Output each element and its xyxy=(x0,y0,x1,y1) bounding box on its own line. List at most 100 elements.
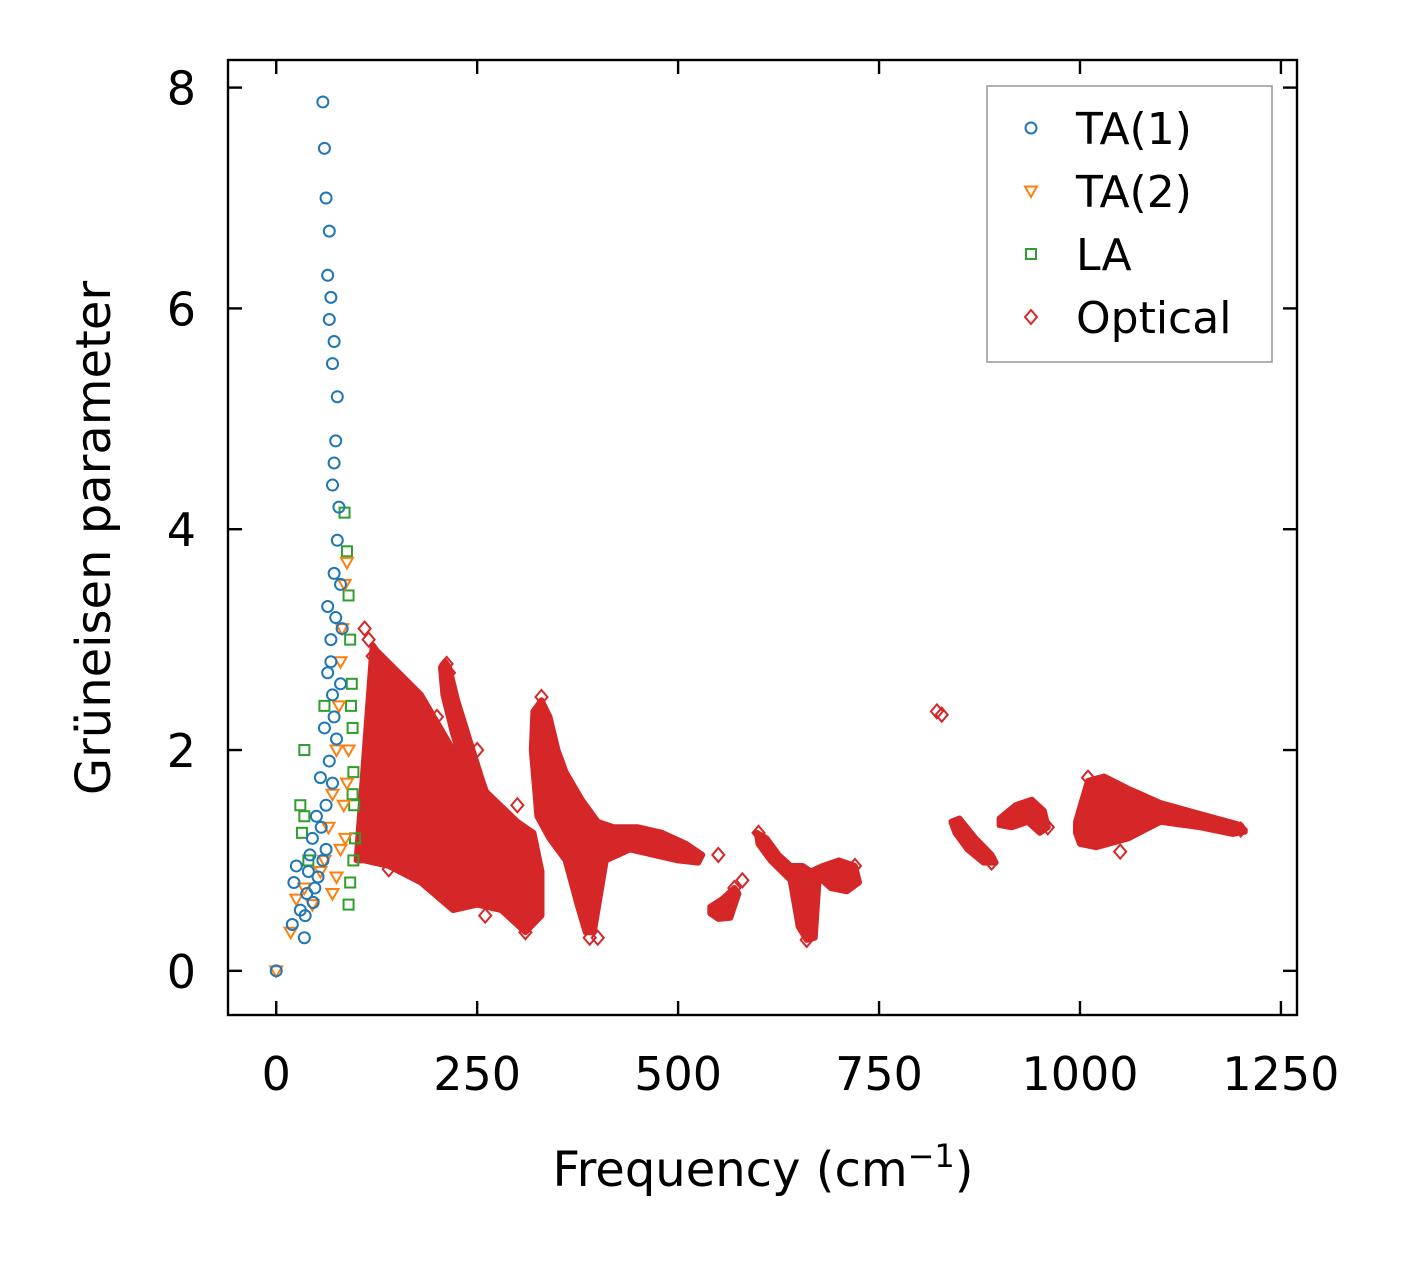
series-la xyxy=(294,506,361,911)
data-point xyxy=(328,744,345,759)
data-point xyxy=(1040,818,1056,836)
data-point xyxy=(325,357,339,371)
data-point xyxy=(306,895,320,909)
data-point xyxy=(330,390,344,404)
data-point xyxy=(365,647,380,665)
data-point xyxy=(429,862,445,881)
data-point xyxy=(285,917,299,931)
x-tick-label: 500 xyxy=(634,1047,722,1101)
axis-ticks-layer: 0 250 500 750 1000 1250 0 2 4 6 8 xyxy=(167,60,1339,1101)
data-point xyxy=(319,191,333,205)
data-point xyxy=(518,923,533,941)
x-tick-label: 0 xyxy=(262,1047,291,1101)
data-point xyxy=(317,721,331,735)
data-point xyxy=(303,848,317,862)
data-point xyxy=(269,964,283,978)
y-tick-label: 4 xyxy=(167,503,196,557)
data-point xyxy=(313,771,327,785)
data-point xyxy=(311,870,325,884)
optical-cluster-region xyxy=(353,642,545,936)
x-tick-label: 250 xyxy=(433,1047,521,1101)
data-point xyxy=(327,566,341,580)
data-point xyxy=(316,95,330,109)
data-point xyxy=(329,434,343,448)
data-point xyxy=(328,871,345,886)
data-point xyxy=(345,677,358,690)
data-point xyxy=(332,500,346,514)
x-axis-label: Frequency (cm−1) xyxy=(552,1137,973,1198)
y-tick-label: 0 xyxy=(167,945,196,999)
legend-marker xyxy=(1025,248,1037,260)
optical-regions-layer xyxy=(353,642,1248,943)
data-point xyxy=(342,898,355,911)
data-point xyxy=(1032,813,1048,831)
data-point xyxy=(361,631,376,649)
data-point xyxy=(348,799,361,812)
data-point xyxy=(1153,802,1168,820)
data-point xyxy=(329,611,343,625)
data-point xyxy=(317,141,331,155)
legend-entry: Optical xyxy=(1023,293,1231,344)
data-point xyxy=(330,533,344,547)
optical-cluster-region xyxy=(1073,773,1248,851)
data-point xyxy=(324,655,338,669)
legend-entry: LA xyxy=(1025,230,1132,281)
data-point xyxy=(332,843,349,858)
data-point xyxy=(322,754,336,768)
data-point xyxy=(325,688,339,702)
data-point xyxy=(710,846,726,864)
series-optical xyxy=(357,620,1249,949)
legend-marker xyxy=(1023,185,1039,200)
legend-marker xyxy=(1023,308,1039,326)
data-point xyxy=(318,699,331,712)
data-point xyxy=(321,666,335,680)
y-tick-label: 8 xyxy=(167,62,196,116)
data-point xyxy=(321,600,335,614)
legend-label: Optical xyxy=(1076,293,1231,344)
data-point xyxy=(348,832,361,845)
data-point xyxy=(288,893,305,908)
data-point xyxy=(344,699,357,712)
data-point xyxy=(320,821,337,836)
data-point xyxy=(324,788,341,803)
x-tick-label: 1000 xyxy=(1021,1047,1138,1101)
data-point xyxy=(952,818,967,836)
data-point xyxy=(831,868,847,886)
data-point xyxy=(314,820,328,834)
data-point xyxy=(1112,843,1128,861)
data-point xyxy=(389,675,405,693)
data-point xyxy=(340,545,353,558)
series-ta-2- xyxy=(268,556,357,979)
data-point xyxy=(294,799,307,812)
data-point xyxy=(282,926,299,941)
data-point xyxy=(298,909,312,923)
legend-label: TA(2) xyxy=(1075,167,1192,218)
x-tick-label: 750 xyxy=(835,1047,923,1101)
data-point xyxy=(309,809,323,823)
data-point xyxy=(429,708,445,726)
data-point xyxy=(322,312,336,326)
data-point xyxy=(439,655,454,673)
data-point xyxy=(510,796,525,814)
data-point xyxy=(346,721,359,734)
x-axis-label-main: Frequency (cm xyxy=(552,1142,907,1198)
data-point xyxy=(319,798,333,812)
series-ta-1- xyxy=(269,95,349,978)
data-point xyxy=(1233,820,1249,839)
data-point xyxy=(336,799,352,814)
data-point xyxy=(727,879,742,897)
optical-cluster-region xyxy=(707,885,742,922)
optical-cluster-region xyxy=(753,829,862,943)
data-point xyxy=(339,556,355,571)
data-point xyxy=(330,732,344,746)
x-axis-label-superscript: −1 xyxy=(908,1137,955,1175)
data-point xyxy=(331,700,347,714)
data-point xyxy=(340,744,357,759)
data-point xyxy=(308,881,322,895)
data-point xyxy=(335,622,349,636)
data-point xyxy=(325,478,339,492)
data-point xyxy=(934,706,950,724)
data-point xyxy=(381,860,397,878)
data-point xyxy=(347,854,360,867)
